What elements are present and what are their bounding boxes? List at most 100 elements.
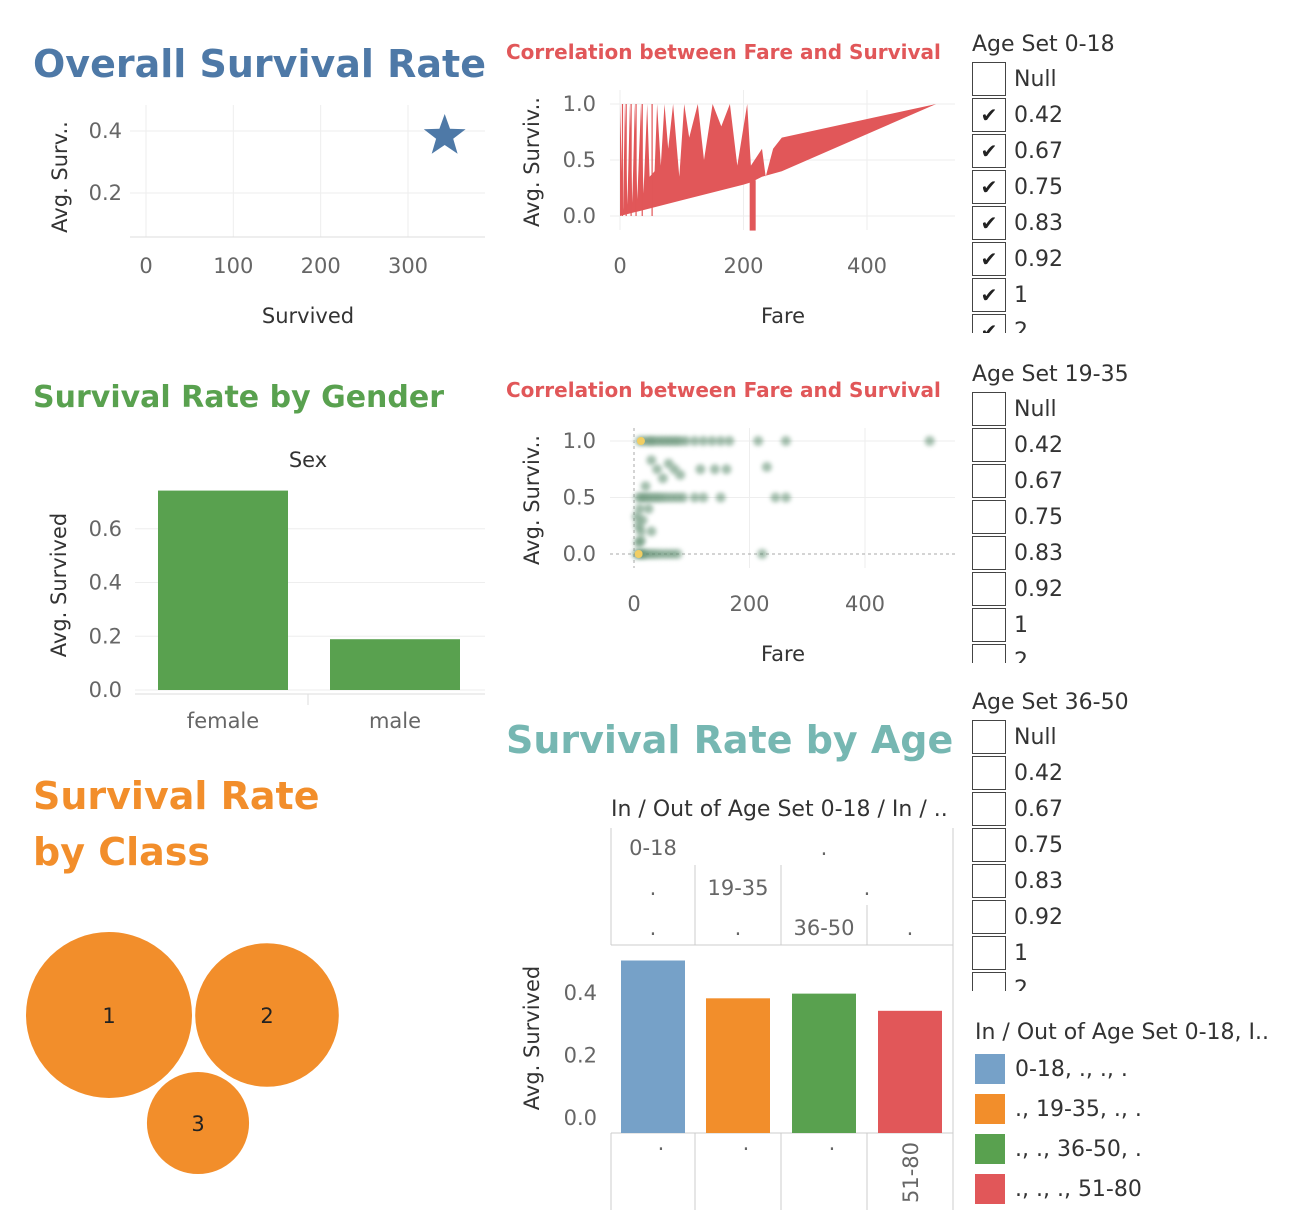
fare-area-title: Correlation between Fare and Survival <box>506 40 941 64</box>
checkbox[interactable] <box>972 608 1006 642</box>
checkbox[interactable] <box>972 756 1006 790</box>
legend-item[interactable]: 0-18, ., ., . <box>975 1049 1295 1089</box>
checkbox[interactable] <box>972 392 1006 426</box>
filter-item[interactable]: 0.75 <box>972 499 1292 535</box>
fare-area-yticks: 1.0 0.5 0.0 <box>563 92 596 228</box>
fare-scatter-point <box>721 464 732 475</box>
filter-item[interactable]: 2 <box>972 971 1292 991</box>
filter-item-label: 0.42 <box>1014 102 1063 128</box>
filter-item[interactable]: 2 <box>972 643 1292 663</box>
filter-item[interactable]: 0.67 <box>972 791 1292 827</box>
fare-area-marks <box>620 104 937 231</box>
checkbox[interactable] <box>972 464 1006 498</box>
filter-item[interactable]: 0.83 <box>972 863 1292 899</box>
age-bottom-labels: ... 51-80 <box>658 1131 923 1203</box>
filter-item[interactable]: 0.92 <box>972 899 1292 935</box>
age-header-dot-2: . <box>864 876 871 900</box>
checkbox[interactable]: ✔ <box>972 206 1006 240</box>
checkbox[interactable]: ✔ <box>972 98 1006 132</box>
gender-bar-female <box>158 490 288 690</box>
filter-item[interactable]: ✔ 1 <box>972 277 1292 313</box>
legend-swatch <box>975 1094 1005 1124</box>
fare-area-ytick: 1.0 <box>563 92 596 116</box>
gender-chart: Sex 0.6 0.4 0.2 0.0 female male Avg. Survive… <box>47 448 485 733</box>
age-bottom-label: 51-80 <box>899 1142 923 1203</box>
filter-item-label: 0.92 <box>1014 904 1063 930</box>
checkbox[interactable] <box>972 720 1006 754</box>
checkbox[interactable]: ✔ <box>972 278 1006 312</box>
fare-scatter-point <box>657 473 668 484</box>
filter-list-2: Null 0.42 0.67 0.75 0.83 0.92 1 2 <box>972 719 1292 991</box>
filter-item[interactable]: ✔ 2 <box>972 313 1292 333</box>
filter-item[interactable]: ✔ 0.67 <box>972 133 1292 169</box>
checkbox[interactable] <box>972 536 1006 570</box>
checkbox[interactable] <box>972 572 1006 606</box>
checkbox[interactable] <box>972 864 1006 898</box>
checkbox[interactable] <box>972 62 1006 96</box>
filter-item[interactable]: 0.83 <box>972 535 1292 571</box>
checkbox[interactable] <box>972 500 1006 534</box>
fare-scatter-xtick: 0 <box>627 592 640 616</box>
fare-scatter-point <box>678 492 689 503</box>
checkbox[interactable] <box>972 792 1006 826</box>
legend-item[interactable]: ., ., 36-50, . <box>975 1129 1295 1169</box>
fare-area-polygon <box>620 104 937 216</box>
age-yticks: 0.4 0.2 0.0 <box>564 981 597 1130</box>
fare-scatter-point <box>680 436 691 446</box>
filter-item-label: Null <box>1014 396 1057 422</box>
legend-item[interactable]: ., ., ., 51-80 <box>975 1169 1295 1209</box>
checkbox[interactable] <box>972 428 1006 462</box>
age-ytick: 0.0 <box>564 1106 597 1130</box>
checkbox[interactable] <box>972 900 1006 934</box>
checkbox[interactable]: ✔ <box>972 134 1006 168</box>
age-bottom-label: . <box>829 1131 836 1155</box>
fare-scatter-ytick: 0.0 <box>563 542 596 566</box>
age-col-header-b2: . <box>735 916 742 940</box>
checkbox[interactable]: ✔ <box>972 314 1006 333</box>
filter-item[interactable]: 0.42 <box>972 755 1292 791</box>
filter-item[interactable]: 0.67 <box>972 463 1292 499</box>
fare-scatter-point <box>780 436 791 446</box>
filter-item[interactable]: ✔ 0.83 <box>972 205 1292 241</box>
filter-item[interactable]: 1 <box>972 935 1292 971</box>
filter-item-label: 0.75 <box>1014 832 1063 858</box>
class-marks: 1 2 3 <box>24 930 341 1177</box>
filter-item-label: 1 <box>1014 282 1028 308</box>
checkbox[interactable] <box>972 828 1006 862</box>
fare-scatter-point <box>698 492 709 503</box>
fare-scatter-point <box>637 515 648 526</box>
filter-item[interactable]: 1 <box>972 607 1292 643</box>
fare-scatter-point <box>924 436 935 446</box>
fare-area-xlabel: Fare <box>761 304 805 328</box>
filter-item[interactable]: 0.42 <box>972 427 1292 463</box>
overall-xtick: 100 <box>213 254 253 278</box>
filter-item[interactable]: Null <box>972 719 1292 755</box>
fare-area-ytick: 0.0 <box>563 204 596 228</box>
fare-scatter-xtick: 200 <box>729 592 769 616</box>
legend-label: ., ., ., 51-80 <box>1015 1176 1142 1202</box>
class-bubble-2 <box>193 941 341 1089</box>
checkbox[interactable]: ✔ <box>972 170 1006 204</box>
fare-scatter-point <box>675 469 686 480</box>
fare-scatter-title: Correlation between Fare and Survival <box>506 378 941 402</box>
filter-item-label: 0.42 <box>1014 432 1063 458</box>
checkbox[interactable] <box>972 936 1006 970</box>
filter-item[interactable]: 0.75 <box>972 827 1292 863</box>
age-bar <box>621 960 685 1133</box>
legend-item[interactable]: ., 19-35, ., . <box>975 1089 1295 1129</box>
overall-xticks: 0 100 200 300 <box>139 254 428 278</box>
legend-label: ., 19-35, ., . <box>1015 1096 1142 1122</box>
filter-item[interactable]: 0.92 <box>972 571 1292 607</box>
filter-item-label: 0.75 <box>1014 504 1063 530</box>
filter-item[interactable]: Null <box>972 391 1292 427</box>
checkbox[interactable]: ✔ <box>972 242 1006 276</box>
class-bubble-label: 3 <box>191 1112 204 1136</box>
filter-item[interactable]: ✔ 0.42 <box>972 97 1292 133</box>
checkbox[interactable] <box>972 644 1006 663</box>
class-bubble-label: 2 <box>260 1004 273 1028</box>
checkbox[interactable] <box>972 972 1006 991</box>
overall-ytick: 0.4 <box>89 119 122 143</box>
filter-item[interactable]: ✔ 0.75 <box>972 169 1292 205</box>
filter-item[interactable]: ✔ 0.92 <box>972 241 1292 277</box>
filter-item[interactable]: Null <box>972 61 1292 97</box>
